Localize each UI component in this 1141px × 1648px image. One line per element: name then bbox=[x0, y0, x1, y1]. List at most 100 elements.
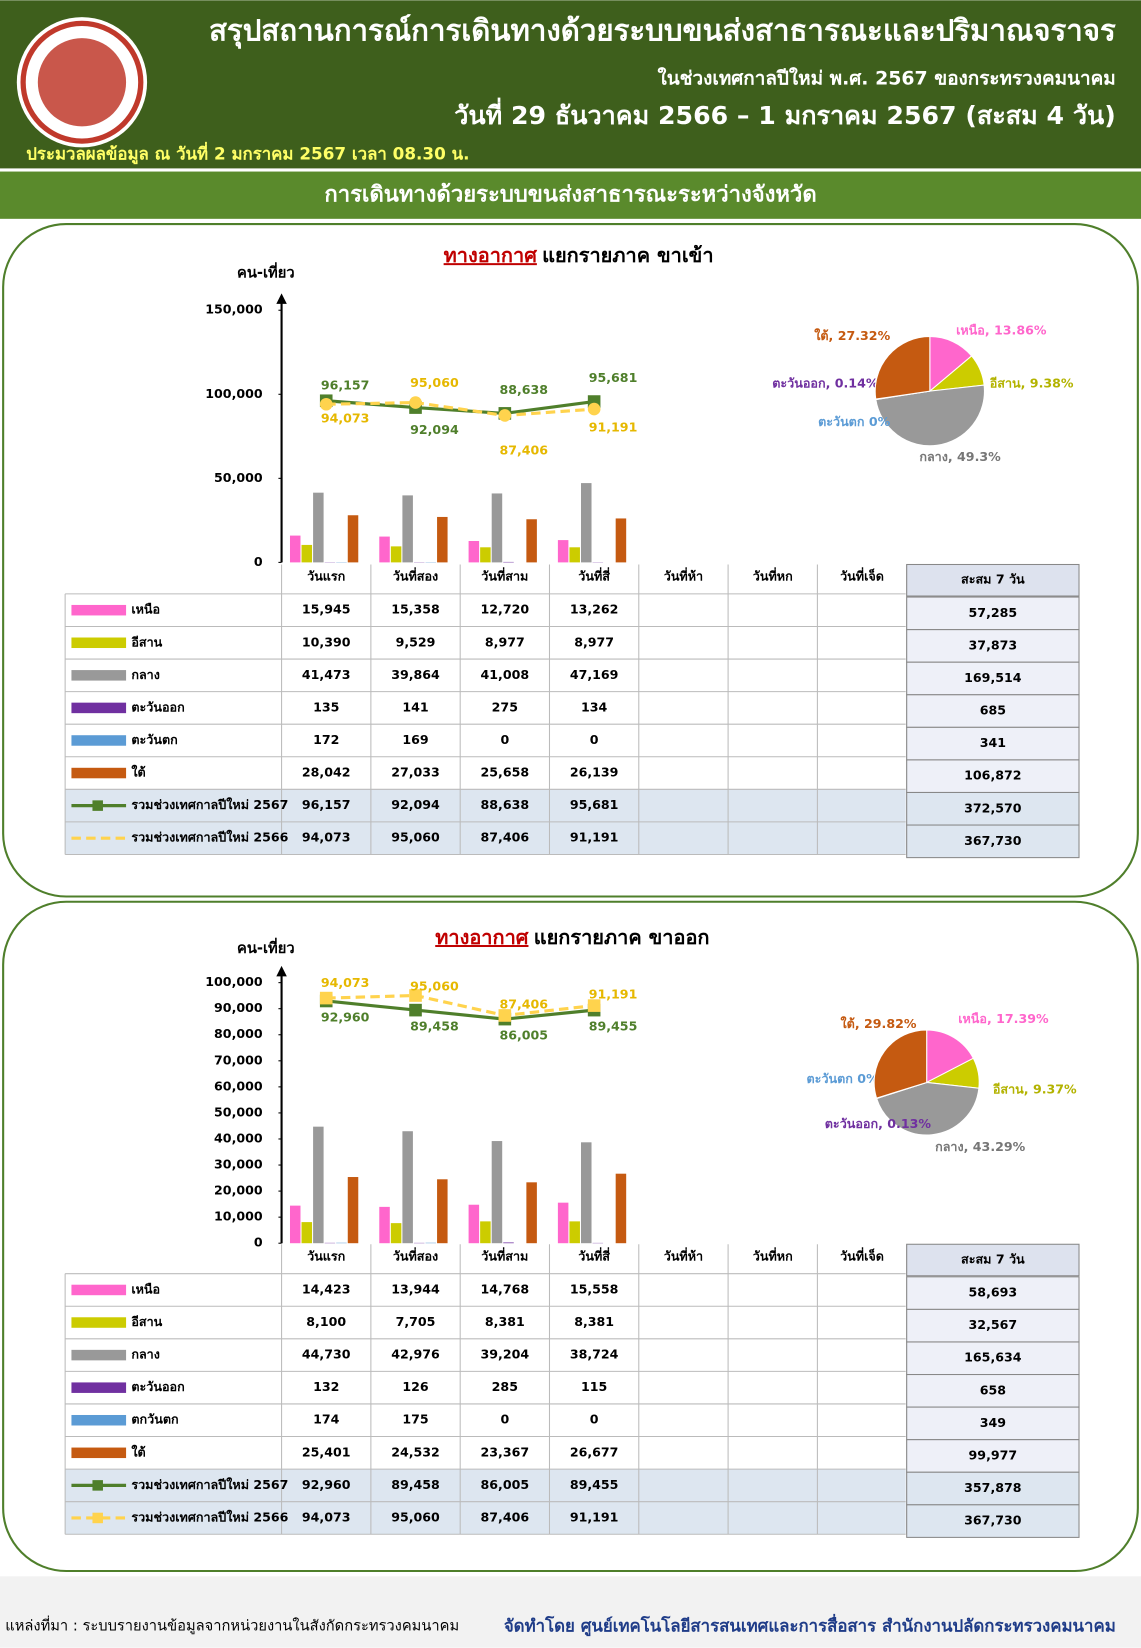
legend-label: เหนือ bbox=[131, 1281, 160, 1296]
pie-label: กลาง, 43.29% bbox=[935, 1139, 1026, 1154]
line-value-label: 91,191 bbox=[589, 420, 638, 435]
table-cell: 8,977 bbox=[485, 634, 525, 649]
table-cell: 91,191 bbox=[570, 830, 619, 845]
total-cell bbox=[906, 629, 1080, 663]
table-cell: 89,458 bbox=[391, 1477, 440, 1492]
legend-label: ตกวันตก bbox=[131, 1412, 178, 1427]
total-value: 165,634 bbox=[964, 1350, 1022, 1365]
table-row-bg bbox=[65, 821, 906, 855]
line-marker bbox=[409, 989, 422, 1002]
legend-marker bbox=[92, 1480, 103, 1491]
y-tick-label: 50,000 bbox=[214, 1104, 263, 1119]
total-value: 37,873 bbox=[969, 637, 1018, 652]
table-cell: 12,720 bbox=[481, 602, 530, 617]
line-value-label: 89,458 bbox=[410, 1018, 459, 1033]
legend-label: ตะวันตก bbox=[131, 732, 177, 747]
bar bbox=[313, 492, 324, 563]
table-cell: 95,060 bbox=[391, 830, 440, 845]
bar bbox=[468, 541, 480, 563]
line-value-label: 87,406 bbox=[499, 443, 548, 458]
total-header-cell bbox=[906, 1243, 1080, 1277]
panel-frame bbox=[2, 900, 1139, 1573]
table-cell: 42,976 bbox=[391, 1347, 440, 1362]
table-cell: 135 bbox=[313, 699, 339, 714]
bar bbox=[301, 1222, 313, 1244]
table-cell: 92,960 bbox=[302, 1477, 351, 1492]
total-value: 32,567 bbox=[969, 1317, 1018, 1332]
line-marker bbox=[319, 991, 333, 1005]
line-value-label: 92,960 bbox=[321, 1009, 370, 1024]
table-cell: 25,658 bbox=[481, 765, 530, 780]
total-cell bbox=[906, 759, 1080, 794]
footer-band bbox=[0, 1576, 1141, 1648]
pie-label: เหนือ, 17.39% bbox=[958, 1011, 1049, 1026]
y-axis-arrow bbox=[276, 293, 287, 304]
subtitle: ในช่วงเทศกาลปีใหม่ พ.ศ. 2567 ของกระทรวงค… bbox=[658, 67, 1116, 90]
table-cell: 15,358 bbox=[391, 602, 440, 617]
bar bbox=[480, 547, 491, 563]
bar bbox=[557, 540, 569, 563]
bar bbox=[402, 1131, 413, 1244]
pie-slice bbox=[873, 1029, 928, 1099]
pie-label: อีสาน, 9.37% bbox=[992, 1081, 1077, 1096]
y-tick-label: 70,000 bbox=[214, 1052, 263, 1067]
bar bbox=[437, 1179, 448, 1244]
y-tick-label: 0 bbox=[254, 554, 263, 569]
x-tick-label: วันแรก bbox=[307, 569, 345, 584]
x-tick-label: วันที่หก bbox=[753, 567, 793, 584]
total-cell bbox=[906, 824, 1080, 859]
pie-label: ใต้, 27.32% bbox=[814, 328, 890, 343]
table-cell: 115 bbox=[581, 1379, 607, 1394]
x-tick-label: วันที่เจ็ด bbox=[840, 567, 884, 584]
pie-label: ใต้, 29.82% bbox=[841, 1016, 917, 1031]
bar bbox=[480, 1221, 491, 1244]
y-tick-label: 150,000 bbox=[205, 302, 263, 317]
table-cell: 23,367 bbox=[481, 1444, 530, 1459]
table-cell: 27,033 bbox=[391, 765, 440, 780]
table-cell: 134 bbox=[581, 699, 608, 714]
line-value-label: 95,681 bbox=[589, 370, 638, 385]
bar bbox=[402, 495, 413, 563]
y-tick-label: 100,000 bbox=[205, 386, 263, 401]
legend-swatch bbox=[71, 702, 127, 714]
x-tick-label: วันที่หก bbox=[753, 1246, 793, 1263]
x-tick-label: วันที่สี่ bbox=[578, 567, 610, 584]
pie-slice bbox=[875, 1081, 980, 1136]
table-cell: 172 bbox=[313, 732, 339, 747]
bar bbox=[569, 1221, 580, 1244]
panel-frame bbox=[2, 223, 1139, 898]
bar bbox=[390, 546, 402, 563]
table-cell: 8,381 bbox=[574, 1314, 614, 1329]
total-value: 372,570 bbox=[964, 800, 1022, 815]
total-cell bbox=[906, 694, 1080, 728]
bar bbox=[581, 1142, 592, 1244]
line-value-label: 96,157 bbox=[321, 378, 370, 393]
legend-label: อีสาน bbox=[131, 634, 163, 649]
legend-swatch bbox=[71, 1447, 127, 1459]
legend-label: อีสาน bbox=[131, 1314, 163, 1329]
legend-label: รวมช่วงเทศกาลปีใหม่ 2567 bbox=[131, 797, 288, 812]
date-range: วันที่ 29 ธันวาคม 2566 – 1 มกราคม 2567 (… bbox=[454, 97, 1116, 130]
bar bbox=[347, 515, 359, 563]
table-cell: 13,944 bbox=[391, 1281, 440, 1296]
line-value-label: 94,073 bbox=[321, 975, 370, 990]
line-series bbox=[326, 401, 595, 418]
footer-source: แหล่งที่มา : ระบบรายงานข้อมูลจากหน่วยงาน… bbox=[5, 1616, 459, 1635]
total-value: 58,693 bbox=[969, 1285, 1018, 1300]
table-cell: 9,529 bbox=[396, 634, 436, 649]
pie-slice bbox=[875, 384, 985, 447]
table-cell: 0 bbox=[500, 1412, 509, 1427]
table-cell: 86,005 bbox=[481, 1477, 530, 1492]
total-cell bbox=[906, 1504, 1080, 1538]
y-tick-label: 10,000 bbox=[214, 1209, 263, 1224]
y-tick-label: 40,000 bbox=[214, 1130, 263, 1145]
bar bbox=[526, 1182, 537, 1244]
line-value-label: 94,073 bbox=[321, 410, 370, 425]
x-tick-label: วันที่สาม bbox=[481, 567, 528, 584]
legend-swatch bbox=[71, 1349, 127, 1361]
total-cell bbox=[906, 1341, 1080, 1376]
table-cell: 14,768 bbox=[481, 1281, 530, 1296]
line-value-label: 92,094 bbox=[410, 422, 459, 437]
x-tick-label: วันที่ห้า bbox=[664, 567, 703, 584]
